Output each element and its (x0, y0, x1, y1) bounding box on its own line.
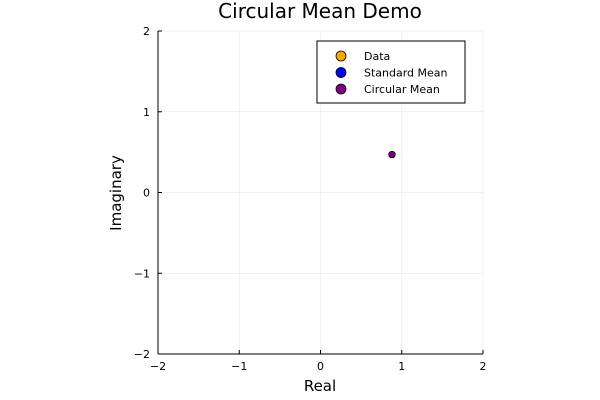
x-tick-label-0: −2 (150, 360, 166, 373)
y-ticks: −2 −1 0 1 2 (134, 25, 162, 361)
chart-title: Circular Mean Demo (218, 0, 422, 23)
legend-marker-2 (335, 83, 347, 95)
y-tick-label-0: −2 (134, 348, 150, 361)
legend-label-2: Circular Mean (364, 83, 440, 96)
y-tick-label-2: 0 (143, 187, 150, 200)
legend: Data Standard Mean Circular Mean (316, 40, 466, 104)
x-tick-label-3: 1 (398, 360, 405, 373)
legend-label-1: Standard Mean (364, 67, 448, 80)
y-axis-label: Imaginary (107, 155, 125, 231)
y-tick-label-4: 2 (143, 25, 150, 38)
legend-marker-1 (335, 67, 347, 78)
legend-marker-0 (335, 50, 347, 62)
data-points (388, 150, 396, 159)
legend-label-0: Data (364, 50, 390, 63)
y-tick-label-1: −1 (134, 267, 150, 280)
x-axis-label: Real (304, 377, 336, 395)
x-tick-label-2: 0 (317, 360, 324, 373)
x-ticks: −2 −1 0 1 2 (150, 350, 487, 373)
y-tick-label-3: 1 (143, 106, 150, 119)
x-tick-label-4: 2 (480, 360, 487, 373)
point-circular-mean-0 (388, 150, 396, 159)
x-tick-label-1: −1 (231, 360, 247, 373)
